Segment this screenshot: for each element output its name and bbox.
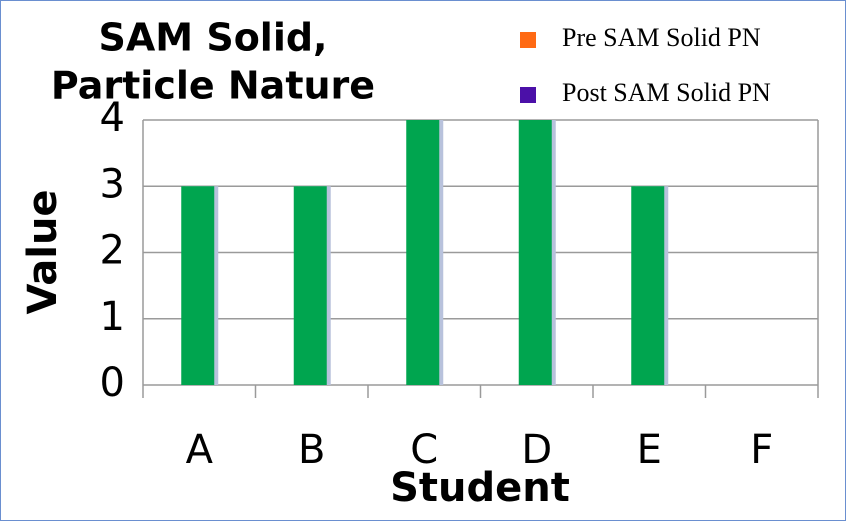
y-tick-label: 0: [100, 360, 125, 406]
legend-swatch: [520, 87, 536, 103]
legend-label: Pre SAM Solid PN: [562, 23, 761, 52]
y-tick-label: 2: [100, 228, 125, 274]
chart-title: Particle Nature: [51, 64, 375, 108]
x-tick-label: C: [410, 427, 438, 473]
x-tick-label: D: [521, 427, 552, 473]
x-tick-label: A: [186, 427, 214, 473]
x-tick-label: F: [750, 427, 773, 473]
bar: [631, 186, 665, 385]
legend-label: Post SAM Solid PN: [562, 78, 771, 107]
x-tick-label: B: [298, 427, 325, 473]
bar: [406, 120, 440, 385]
bar: [181, 186, 215, 385]
y-tick-label: 4: [100, 95, 125, 141]
chart-title: SAM Solid,: [99, 16, 328, 60]
legend-swatch: [520, 32, 536, 48]
y-axis-title: Value: [20, 189, 66, 314]
x-axis-title: Student: [390, 465, 570, 511]
bar: [518, 120, 552, 385]
y-tick-label: 1: [100, 294, 125, 340]
y-tick-label: 3: [100, 161, 125, 207]
x-tick-label: E: [637, 427, 662, 473]
bar: [293, 186, 327, 385]
